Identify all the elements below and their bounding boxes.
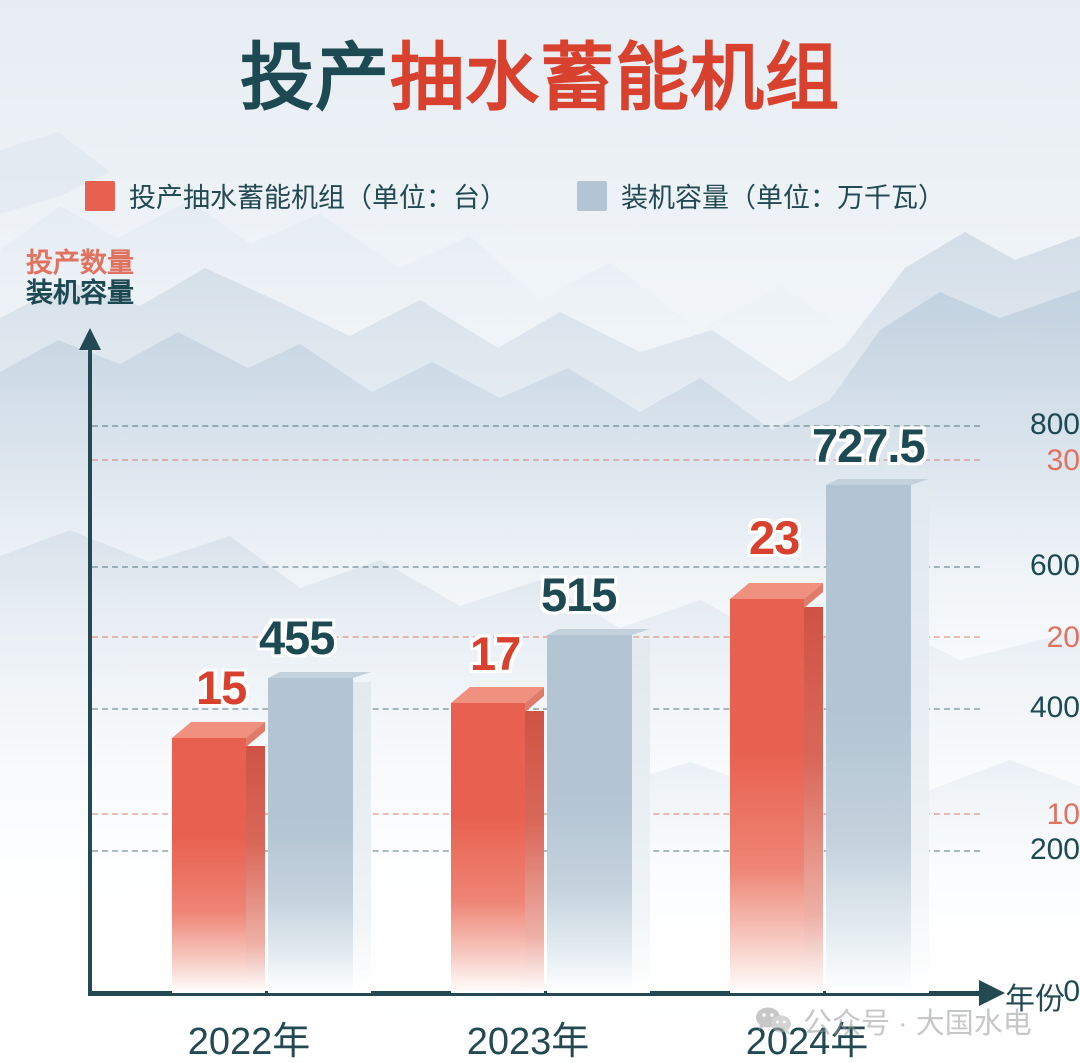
bar-capacity-2024[interactable] [826,479,929,993]
xlabel-2023: 2023年 [466,1021,590,1063]
xlabel-2022: 2022年 [187,1021,311,1063]
bar-capacity-2022[interactable] [268,672,371,993]
bar-capacity-2022-side [353,682,371,993]
ytick-capacity-400: 400 [1029,691,1080,724]
x-axis-line [88,991,983,996]
y-axis-title-capacity: 装机容量 [26,278,134,309]
gridline-capacity-600 [92,566,980,568]
gridline-units-30 [92,459,980,461]
y-axis-line [88,345,92,995]
wechat-icon [756,1007,791,1035]
chart-legend: 投产抽水蓄能机组（单位：台） 装机容量（单位：万千瓦） [85,176,1015,215]
bar-units-2023-side [525,711,544,993]
watermark-text: 公众号 · 大国水电 [803,1008,1032,1040]
value-label-capacity-2024: 727.5 [812,419,926,472]
bar-units-2024-front [730,599,804,993]
page-title: 投产抽水蓄能机组 [0,42,1080,116]
ytick-units-10: 10 [1046,798,1080,831]
value-label-units-2023: 17 [470,627,521,680]
value-label-units-2022: 15 [196,661,247,714]
ytick-capacity-200: 200 [1029,833,1080,866]
bar-units-2024[interactable] [730,583,823,993]
bar-capacity-2024-side [911,489,929,993]
bar-capacity-2024-top [826,479,929,485]
legend-label-capacity: 装机容量（单位：万千瓦） [621,183,945,213]
bar-units-2022-top [172,722,265,747]
legend-label-units: 投产抽水蓄能机组（单位：台） [129,183,507,213]
bar-capacity-2023-front [547,635,632,993]
watermark: 公众号 · 大国水电 [755,1000,1032,1042]
bar-units-2023-front [451,703,525,993]
value-label-capacity-2023: 515 [541,568,617,621]
y-axis-titles: 投产数量 装机容量 [26,248,134,308]
title-part-dark: 投产 [240,38,390,120]
bar-units-2023[interactable] [451,687,544,993]
bar-capacity-2023[interactable] [547,629,650,993]
gridline-capacity-400 [92,708,980,710]
legend-swatch-capacity-icon [577,180,607,211]
bar-capacity-2023-side [632,639,650,993]
bar-capacity-2022-top [268,672,371,678]
bar-units-2022-side [246,746,265,993]
x-axis-title: 年份 [1005,983,1065,1016]
bar-units-2023-top [451,687,544,712]
legend-item-units[interactable]: 投产抽水蓄能机组（单位：台） [85,176,507,215]
bar-units-2022[interactable] [172,722,265,993]
ytick-capacity-0: 0 [1063,975,1080,1008]
ytick-units-30: 30 [1046,444,1080,477]
bar-units-2024-top [730,583,823,608]
bar-capacity-2023-top [547,629,650,635]
bar-units-2024-side [804,607,823,993]
ytick-capacity-800: 800 [1029,408,1080,441]
y-axis-title-units: 投产数量 [26,248,134,278]
y-axis-arrow-icon [79,328,101,350]
ytick-capacity-600: 600 [1029,549,1080,582]
xlabel-2024: 2024年 [745,1021,869,1063]
value-label-units-2024: 23 [749,511,800,564]
legend-swatch-units-icon [85,180,115,211]
legend-item-capacity[interactable]: 装机容量（单位：万千瓦） [577,176,945,215]
bar-capacity-2022-front [268,678,353,993]
value-label-capacity-2022: 455 [259,611,335,664]
ytick-units-20: 20 [1046,621,1080,654]
title-part-red: 抽水蓄能机组 [390,38,840,120]
gridline-capacity-800 [92,425,980,427]
bar-units-2022-front [172,738,246,993]
x-axis-arrow-icon [979,980,1005,1006]
gridline-units-20 [92,636,980,638]
bar-capacity-2024-front [826,485,911,993]
